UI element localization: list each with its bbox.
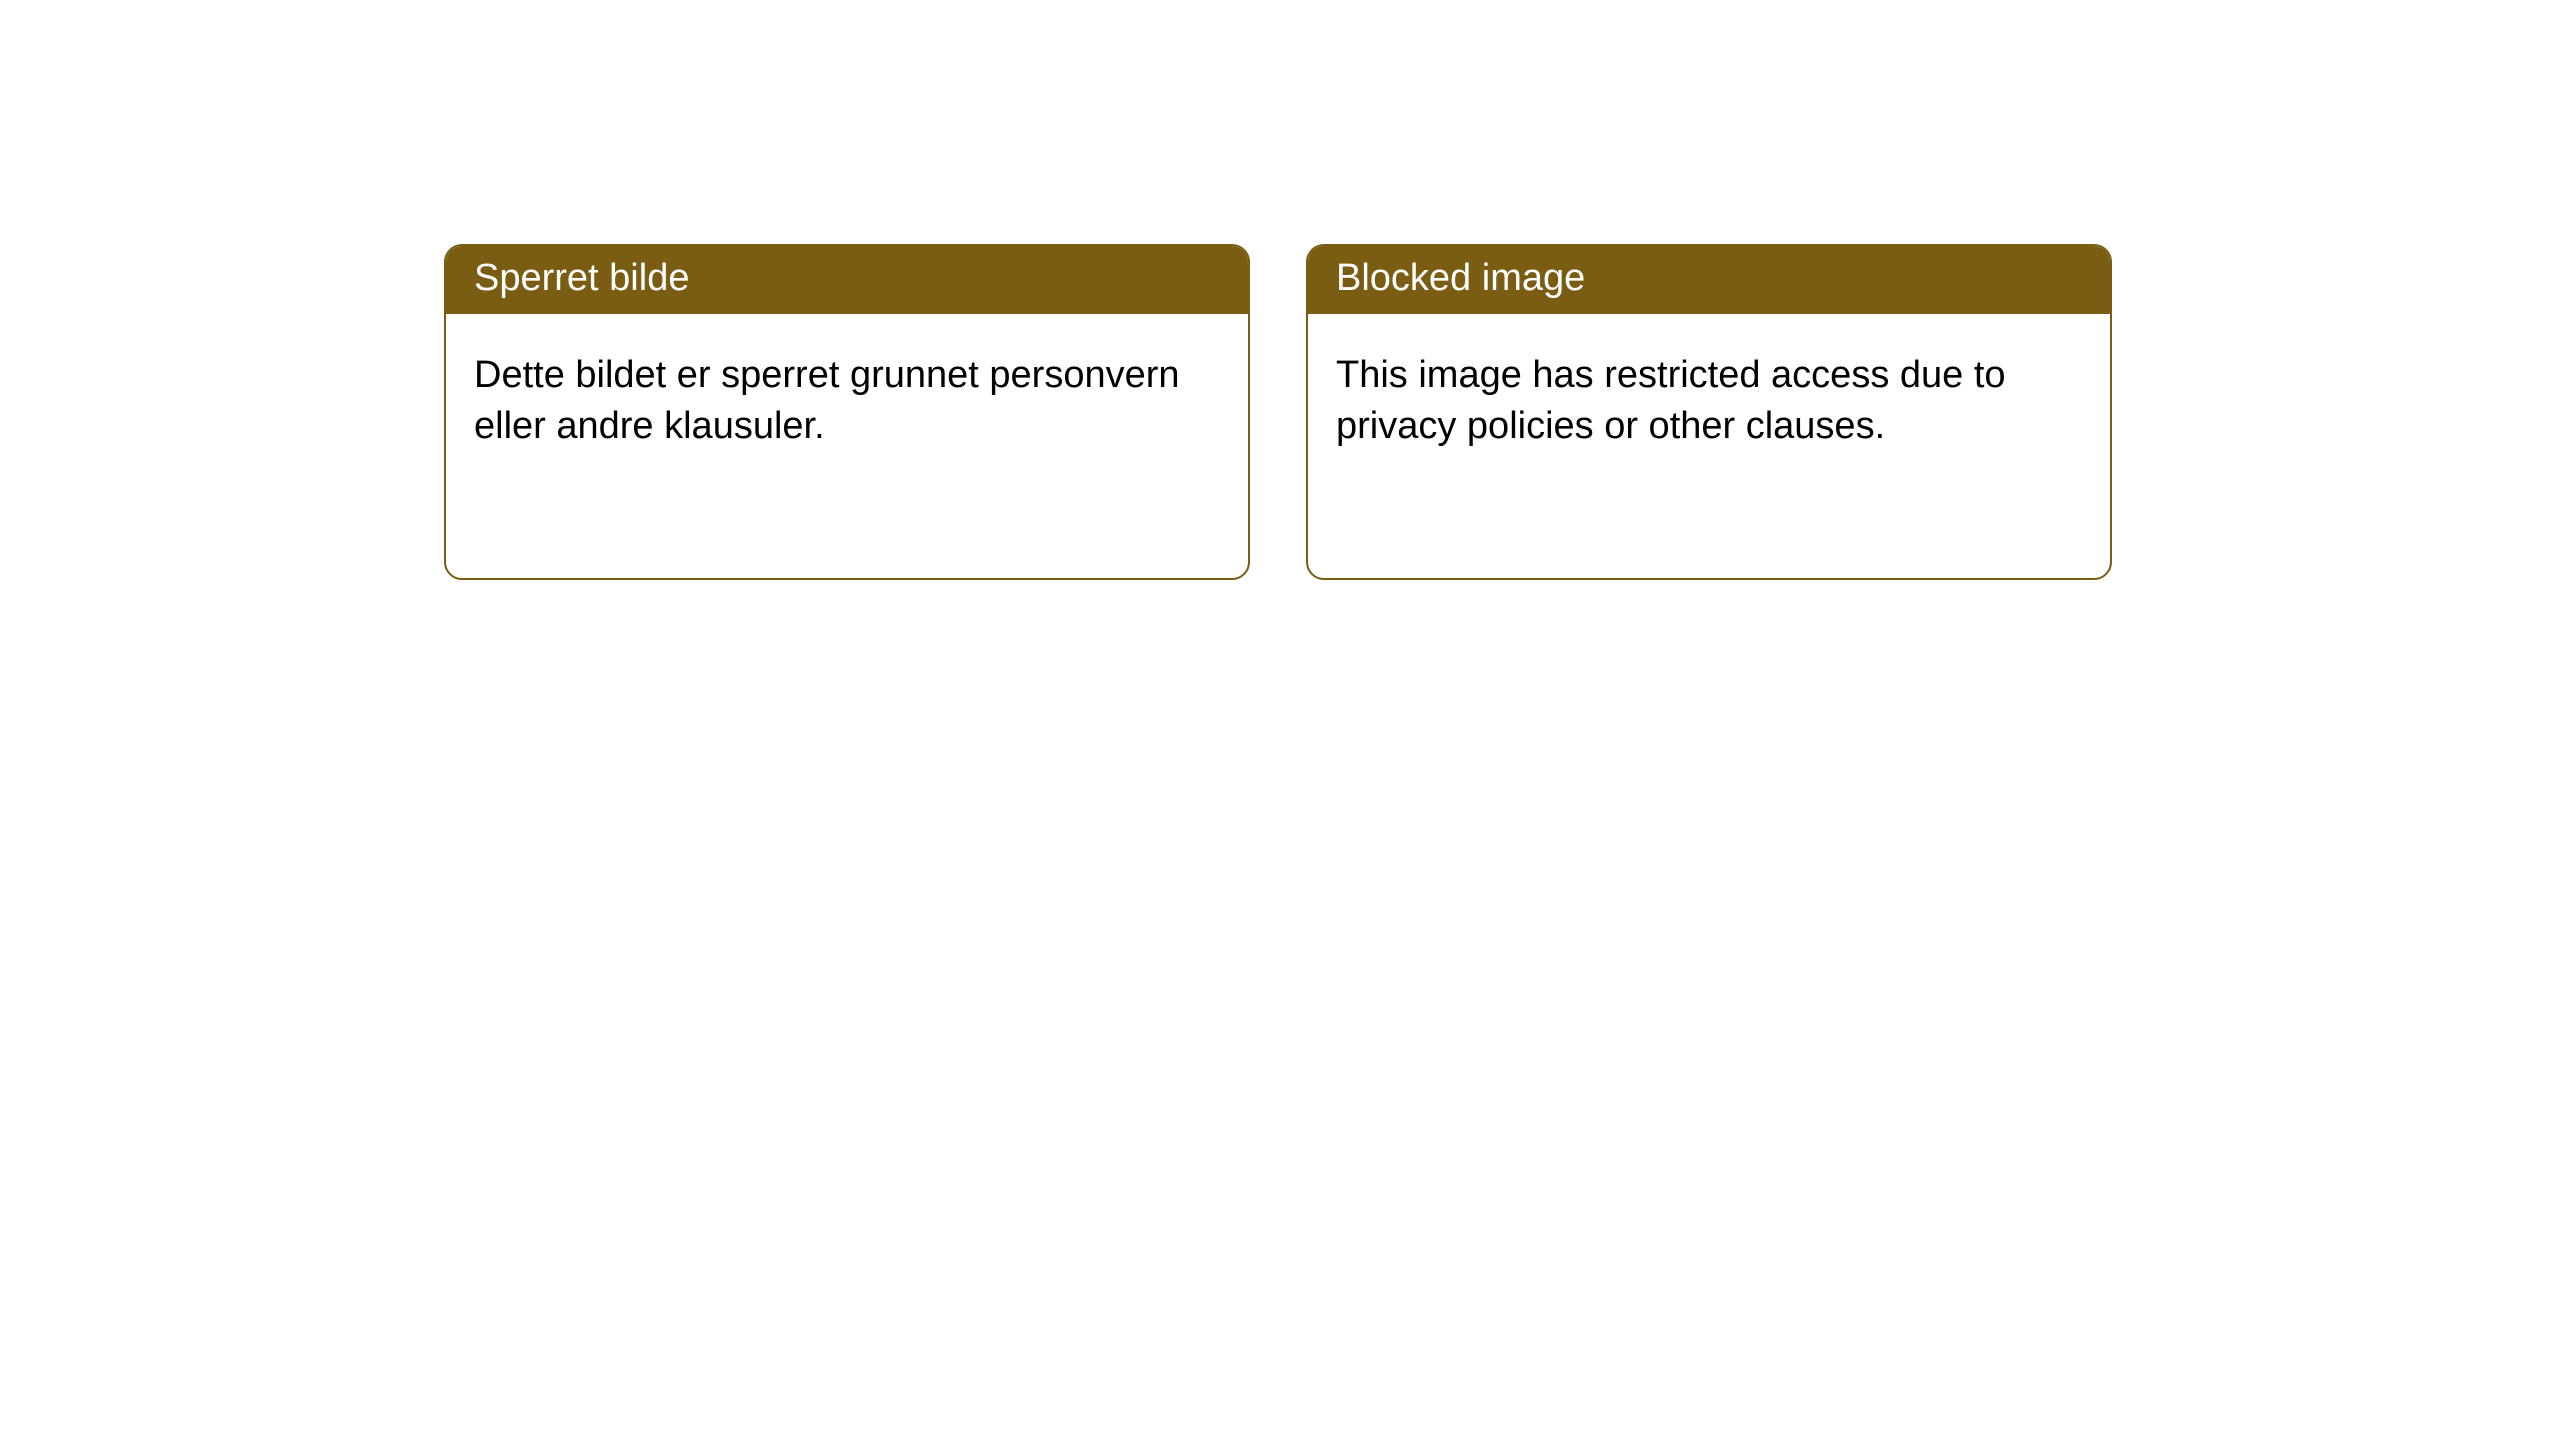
- notice-title-en: Blocked image: [1308, 246, 2110, 314]
- notice-box-no: Sperret bilde Dette bildet er sperret gr…: [444, 244, 1250, 580]
- notice-title-no: Sperret bilde: [446, 246, 1248, 314]
- notice-body-no: Dette bildet er sperret grunnet personve…: [446, 314, 1248, 488]
- notice-box-en: Blocked image This image has restricted …: [1306, 244, 2112, 580]
- notice-body-en: This image has restricted access due to …: [1308, 314, 2110, 488]
- notice-container: Sperret bilde Dette bildet er sperret gr…: [0, 0, 2560, 580]
